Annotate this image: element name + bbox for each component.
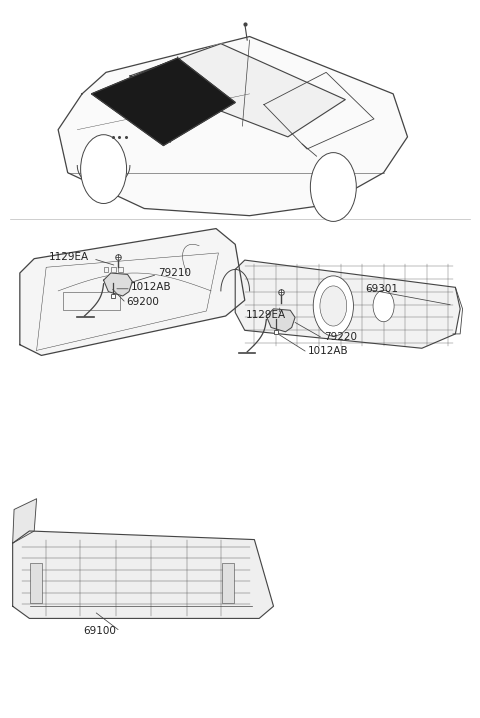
Circle shape xyxy=(320,286,347,326)
Text: 1129EA: 1129EA xyxy=(48,252,89,262)
Circle shape xyxy=(313,276,353,336)
Polygon shape xyxy=(12,499,36,544)
Polygon shape xyxy=(104,273,132,296)
Polygon shape xyxy=(235,260,460,348)
Polygon shape xyxy=(130,44,345,137)
Bar xyxy=(118,266,123,271)
Text: 1129EA: 1129EA xyxy=(246,309,286,320)
Text: 79220: 79220 xyxy=(324,332,357,342)
Polygon shape xyxy=(266,309,295,332)
Bar xyxy=(222,563,234,602)
Bar xyxy=(111,266,116,271)
Text: 79210: 79210 xyxy=(157,268,191,278)
Bar xyxy=(63,292,120,310)
Circle shape xyxy=(81,135,127,203)
Polygon shape xyxy=(20,228,245,355)
Text: 69301: 69301 xyxy=(365,284,398,294)
Polygon shape xyxy=(12,531,274,618)
Circle shape xyxy=(373,290,394,322)
Bar xyxy=(30,563,42,602)
Text: 1012AB: 1012AB xyxy=(131,282,171,292)
Polygon shape xyxy=(92,58,235,146)
Text: 69100: 69100 xyxy=(83,626,116,636)
Circle shape xyxy=(311,153,356,221)
Bar xyxy=(104,266,108,271)
Polygon shape xyxy=(58,37,408,215)
Text: 69200: 69200 xyxy=(126,297,159,307)
Text: 1012AB: 1012AB xyxy=(308,346,348,356)
